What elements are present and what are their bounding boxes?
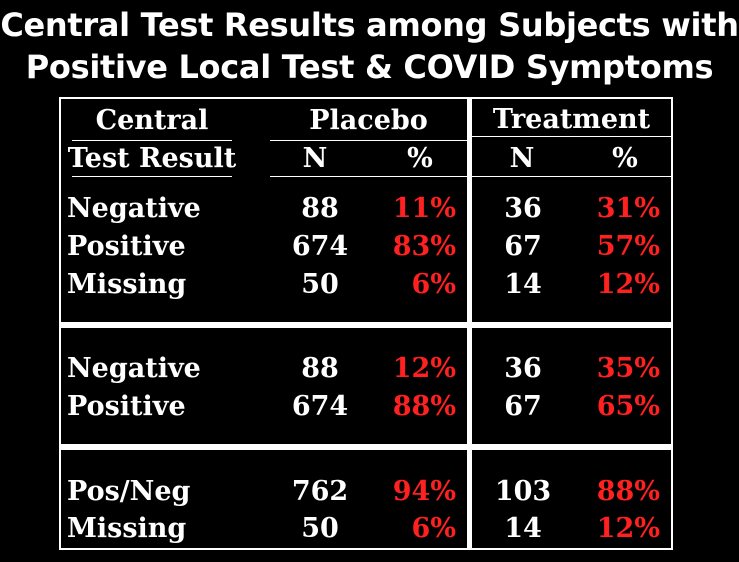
row-label: Pos/Neg xyxy=(67,476,191,507)
treatment-n: 36 xyxy=(504,353,542,384)
section-separator-1 xyxy=(59,322,673,328)
row-label: Negative xyxy=(67,193,201,224)
placebo-n: 762 xyxy=(291,476,349,507)
placebo-n: 88 xyxy=(301,193,339,224)
header-placebo-pct: % xyxy=(407,143,433,174)
placebo-n: 88 xyxy=(301,353,339,384)
treatment-n: 103 xyxy=(494,476,552,507)
placebo-n: 674 xyxy=(291,391,349,422)
header-underline-placebo-cols xyxy=(270,176,467,177)
row-label: Missing xyxy=(67,513,187,544)
treatment-n: 14 xyxy=(504,513,542,544)
header-central: Central xyxy=(95,105,209,136)
treatment-pct: 35% xyxy=(596,353,660,384)
treatment-n: 67 xyxy=(504,231,542,262)
row-label: Negative xyxy=(67,353,201,384)
table-border-bottom xyxy=(59,548,673,550)
treatment-n: 14 xyxy=(504,269,542,300)
header-underline-placebo xyxy=(270,140,467,141)
treatment-pct: 57% xyxy=(596,231,660,262)
placebo-n: 50 xyxy=(301,269,339,300)
placebo-pct: 6% xyxy=(411,269,456,300)
treatment-pct: 65% xyxy=(596,391,660,422)
placebo-pct: 88% xyxy=(392,391,456,422)
header-treatment-n: N xyxy=(509,143,535,174)
header-treatment: Treatment xyxy=(492,104,651,135)
treatment-pct: 88% xyxy=(596,476,660,507)
placebo-n: 50 xyxy=(301,513,339,544)
slide-title-line-2: Positive Local Test & COVID Symptoms xyxy=(25,48,714,86)
placebo-pct: 11% xyxy=(392,193,456,224)
treatment-pct: 31% xyxy=(596,193,660,224)
placebo-n: 674 xyxy=(291,231,349,262)
header-underline-treatment xyxy=(472,136,671,137)
row-label: Positive xyxy=(67,391,186,422)
row-label: Positive xyxy=(67,231,186,262)
placebo-pct: 6% xyxy=(411,513,456,544)
treatment-pct: 12% xyxy=(596,513,660,544)
table-border-top xyxy=(59,97,673,99)
header-underline-test-result xyxy=(72,176,232,177)
header-placebo: Placebo xyxy=(309,105,428,136)
row-label: Missing xyxy=(67,269,187,300)
header-underline-treatment-cols xyxy=(472,176,671,177)
header-treatment-pct: % xyxy=(612,143,638,174)
treatment-pct: 12% xyxy=(596,269,660,300)
header-test-result: Test Result xyxy=(67,143,237,174)
placebo-pct: 94% xyxy=(392,476,456,507)
slide-title-line-1: Central Test Results among Subjects with xyxy=(0,6,739,44)
treatment-n: 67 xyxy=(504,391,542,422)
header-underline-central xyxy=(72,140,232,141)
placebo-pct: 83% xyxy=(392,231,456,262)
treatment-n: 36 xyxy=(504,193,542,224)
header-placebo-n: N xyxy=(302,143,328,174)
placebo-pct: 12% xyxy=(392,353,456,384)
section-separator-2 xyxy=(59,444,673,450)
